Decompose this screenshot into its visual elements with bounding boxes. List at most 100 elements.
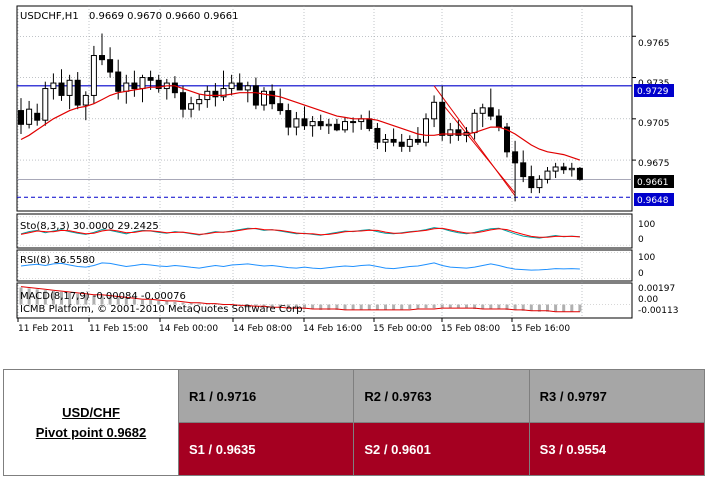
trendline	[433, 85, 516, 197]
candle-body	[155, 79, 162, 90]
candle-body	[196, 99, 203, 105]
current-price-tag	[634, 175, 674, 188]
y-tick-label: 0.9705	[638, 119, 670, 129]
candle-body	[261, 90, 267, 106]
macd-bar	[375, 304, 379, 310]
macd-bar	[149, 300, 153, 305]
candle-body	[528, 176, 535, 189]
macd-bar	[311, 304, 315, 310]
upper-level-tag	[634, 84, 674, 97]
candle-body	[536, 178, 543, 189]
candle-body	[139, 77, 146, 90]
stochastic-pane	[17, 216, 632, 246]
candle-body	[82, 94, 89, 106]
candle-body	[228, 82, 235, 90]
candle-body	[439, 101, 446, 136]
candle-body	[220, 88, 227, 98]
candle-body	[487, 107, 494, 117]
macd-bar	[27, 288, 31, 305]
macd-bar	[392, 304, 396, 310]
macd-bar	[465, 304, 468, 309]
macd-bar	[254, 304, 258, 307]
sto-tick-label: 100	[638, 220, 655, 230]
candle-body	[180, 92, 186, 110]
candle-body	[277, 103, 284, 112]
macd-bar	[319, 304, 323, 310]
macd-bar	[116, 297, 120, 305]
candle-body	[455, 129, 462, 136]
macd-bar	[43, 290, 47, 305]
candle-body	[66, 79, 73, 96]
sto-tick-label: 0	[638, 235, 644, 245]
macd-bar	[157, 300, 161, 305]
time-label: 14 Feb 08:00	[233, 324, 292, 334]
macd-bar	[286, 304, 290, 309]
macd-tick-label: 0.00	[638, 295, 658, 305]
candle-body	[317, 121, 324, 127]
candle-body	[42, 88, 49, 121]
time-label: 14 Feb 00:00	[159, 324, 218, 334]
support-2: S2 / 0.9601	[353, 422, 530, 476]
macd-bar	[448, 304, 452, 309]
macd-bar	[416, 304, 420, 310]
macd-tick-label: 0.00197	[638, 284, 675, 294]
macd-bar	[546, 304, 549, 312]
macd-bar	[132, 299, 136, 305]
rsi-line	[20, 262, 580, 271]
candle-body	[301, 118, 308, 127]
macd-bar	[100, 295, 104, 305]
candle-body	[431, 101, 438, 120]
time-label: 14 Feb 16:00	[303, 324, 362, 334]
candle-body	[74, 79, 81, 106]
macd-bar	[60, 291, 63, 305]
macd-bar	[578, 304, 582, 312]
candle-body	[560, 166, 567, 171]
rsi-label: RSI(8) 36.5580	[20, 255, 95, 266]
lower-level-label: 0.9648	[637, 196, 669, 206]
macd-bar	[562, 304, 566, 312]
candle-body	[147, 77, 154, 81]
candle-body	[333, 123, 340, 131]
stochastic-label: Sto(8,3,3) 30.0000 29.2425	[20, 221, 159, 232]
candle-body	[552, 166, 559, 172]
time-label: 15 Feb 16:00	[511, 324, 570, 334]
chart-panes	[16, 5, 633, 322]
macd-bar	[529, 304, 533, 311]
resistance-3: R3 / 0.9797	[528, 369, 706, 423]
candle-body	[512, 151, 519, 164]
macd-bar	[456, 304, 460, 309]
candle-body	[423, 118, 429, 143]
candle-body	[26, 108, 33, 125]
y-tick-label: 0.9675	[638, 159, 670, 169]
forex-chart: USDCHF,H1 0.9669 0.9670 0.9660 0.9661 St…	[16, 5, 679, 334]
price-pane	[17, 33, 636, 202]
support-3: S3 / 0.9554	[528, 422, 706, 476]
moving-average-line	[20, 85, 581, 161]
candle-body	[252, 85, 259, 106]
candle-body	[479, 107, 486, 114]
stochastic-signal-line	[20, 227, 580, 238]
macd-bar	[76, 293, 80, 305]
candle-body	[50, 82, 57, 90]
current-price-label: 0.9661	[637, 178, 669, 188]
candle-body	[390, 138, 397, 143]
rsi-pane	[17, 252, 632, 279]
pivot-summary-cell: USD/CHF Pivot point 0.9682	[3, 369, 179, 476]
candle-body	[504, 126, 510, 153]
macd-bar	[554, 304, 558, 312]
pane-frame	[16, 249, 633, 282]
resistance-1: R1 / 0.9716	[177, 369, 355, 423]
currency-pair: USD/CHF	[62, 404, 120, 420]
macd-bar	[521, 304, 525, 311]
candle-body	[285, 110, 292, 128]
pivot-table: USD/CHF Pivot point 0.9682 R1 / 0.9716 R…	[3, 369, 706, 476]
chart-title: USDCHF,H1	[20, 11, 79, 22]
trendline	[441, 103, 516, 194]
macd-bar	[197, 303, 201, 305]
candle-body	[107, 59, 114, 73]
candle-body	[495, 115, 502, 128]
macd-bar	[400, 304, 404, 310]
candle-body	[366, 118, 373, 129]
macd-bar	[440, 304, 444, 309]
macd-bar	[384, 304, 387, 310]
